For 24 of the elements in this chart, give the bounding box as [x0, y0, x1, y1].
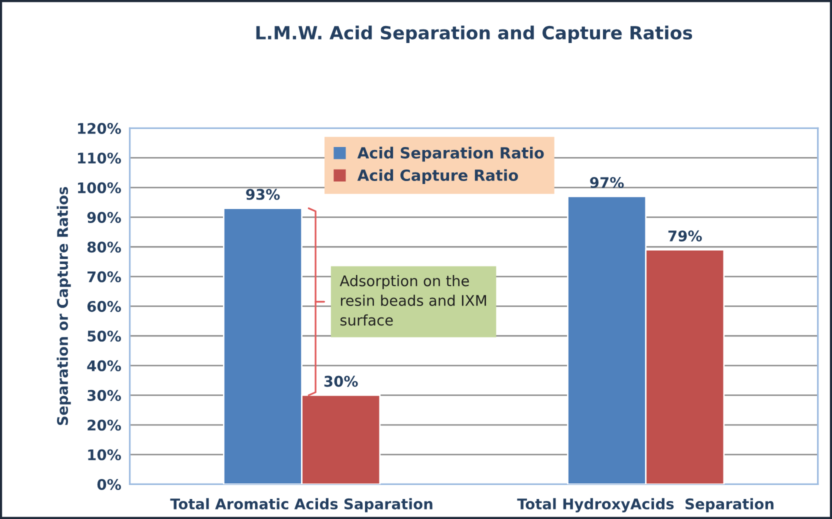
- y-tick-label: 90%: [87, 212, 121, 223]
- y-tick-label: 70%: [88, 271, 121, 282]
- y-tick-label: 10%: [88, 449, 121, 460]
- annotation: Adsorption on the resin beads and IXM surface: [340, 275, 486, 326]
- y-tick-label: 0%: [97, 478, 121, 490]
- chart-title: L.M.W. Acid Separation and Capture Ratios: [256, 26, 692, 44]
- legend-label: Acid Separation Ratio: [357, 146, 544, 162]
- data-label: 93%: [246, 188, 280, 200]
- y-tick-label: 50%: [88, 330, 121, 342]
- y-tick-label: 110%: [78, 152, 121, 164]
- y-tick-label: 30%: [88, 390, 121, 401]
- data-label: 30%: [324, 376, 358, 387]
- x-tick-label: Total Aromatic Acids Saparation: [170, 498, 432, 512]
- y-tick-label: 20%: [88, 420, 121, 431]
- y-tick-label: 120%: [78, 122, 121, 134]
- data-label: 97%: [590, 177, 624, 188]
- y-axis-title: Separation or Capture Ratios: [56, 187, 71, 425]
- y-tick-label: 80%: [87, 242, 121, 253]
- y-tick-label: 60%: [87, 300, 121, 312]
- x-tick-label: Total HydroxyAcids Separation: [517, 498, 774, 512]
- y-tick-label: 40%: [87, 360, 121, 372]
- y-tick-label: 100%: [78, 182, 121, 194]
- data-label: 79%: [668, 230, 702, 242]
- legend-label: Acid Capture Ratio: [357, 169, 518, 184]
